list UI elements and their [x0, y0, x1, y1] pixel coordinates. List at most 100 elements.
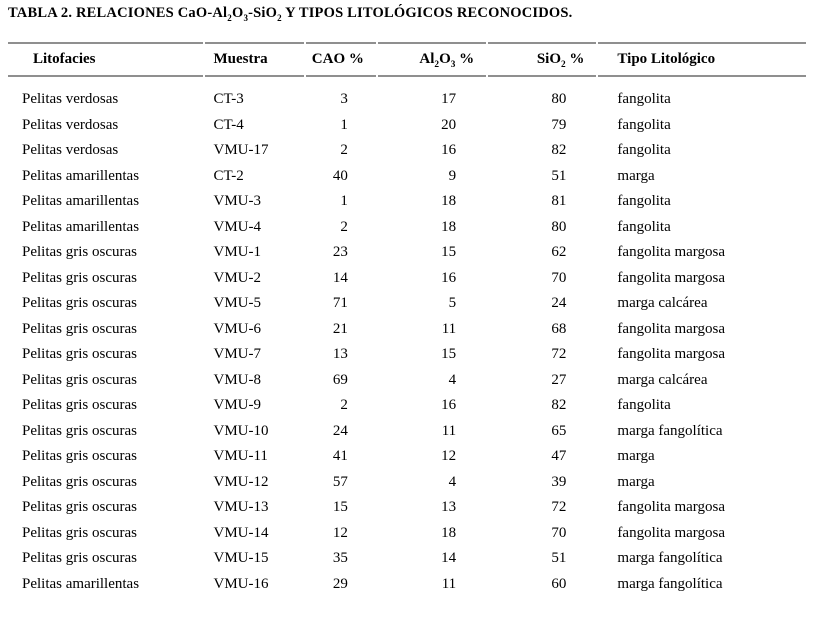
cell-muestra: VMU-1 — [213, 244, 261, 260]
table-row: Pelitas amarillentas CT-2 40 9 51 marga — [8, 164, 806, 190]
header-row: Litofacies Muestra CAO % Al2O3 % SiO2 % … — [8, 42, 806, 77]
cell-sio2-percent: 39 — [551, 473, 567, 490]
cell-muestra: VMU-16 — [213, 575, 269, 592]
cell-tipo-litologico: fangolita — [617, 193, 671, 209]
table-row: Pelitas gris oscuras VMU-14 12 18 70 fan… — [8, 521, 806, 547]
cell-al2o3-percent: 18 — [441, 218, 457, 235]
col-header-cao: CAO % — [305, 42, 376, 77]
cell-al2o3-percent: 14 — [441, 550, 457, 566]
cell-tipo-litologico: marga calcárea — [617, 371, 708, 388]
cell-tipo-litologico: marga fangolítica — [617, 422, 723, 439]
cell-litofacies: Pelitas gris oscuras — [22, 244, 137, 260]
cell-sio2-percent: 82 — [551, 397, 567, 413]
cell-al2o3-percent: 9 — [448, 167, 457, 184]
cell-cao-percent: 57 — [332, 473, 348, 490]
cell-tipo-litologico: fangolita — [617, 218, 671, 235]
col-header-tipo-litologico: Tipo Litológico — [598, 42, 806, 77]
table-row: Pelitas gris oscuras VMU-1 23 15 62 fang… — [8, 240, 806, 266]
cell-tipo-litologico: fangolita — [617, 397, 671, 413]
cell-cao-percent: 21 — [332, 320, 348, 337]
cell-cao-percent: 23 — [332, 244, 348, 260]
cell-tipo-litologico: fangolita — [617, 91, 671, 107]
cell-muestra: VMU-9 — [213, 397, 261, 413]
cell-tipo-litologico: fangolita margosa — [617, 269, 726, 286]
cell-cao-percent: 2 — [340, 218, 348, 235]
cell-tipo-litologico: marga — [617, 473, 655, 490]
cell-cao-percent: 71 — [332, 295, 348, 311]
header-text-segment: % — [565, 51, 585, 67]
cell-muestra: VMU-7 — [213, 346, 261, 362]
cell-sio2-percent: 70 — [551, 524, 567, 541]
cell-al2o3-percent: 16 — [441, 397, 457, 413]
cell-muestra: VMU-6 — [213, 320, 261, 337]
cell-muestra: VMU-5 — [213, 295, 261, 311]
cell-al2o3-percent: 12 — [441, 448, 457, 464]
header-subscript: 2 — [434, 60, 440, 70]
cell-al2o3-percent: 4 — [448, 473, 457, 490]
table-row: Pelitas amarillentas VMU-16 29 11 60 mar… — [8, 572, 806, 598]
cell-muestra: VMU-11 — [213, 448, 268, 464]
cell-sio2-percent: 80 — [551, 218, 567, 235]
cell-litofacies: Pelitas gris oscuras — [22, 422, 137, 439]
title-subscript: 3 — [243, 12, 249, 23]
cell-tipo-litologico: marga — [617, 448, 655, 464]
table-row: Pelitas gris oscuras VMU-11 41 12 47 mar… — [8, 444, 806, 470]
table-title: TABLA 2. RELACIONES CaO-Al2O3-SiO2 Y TIP… — [8, 5, 812, 22]
cell-cao-percent: 14 — [332, 269, 348, 286]
table-row: Pelitas gris oscuras VMU-13 15 13 72 fan… — [8, 495, 806, 521]
table-row: Pelitas gris oscuras VMU-7 13 15 72 fang… — [8, 342, 806, 368]
cell-litofacies: Pelitas verdosas — [22, 116, 119, 133]
cell-al2o3-percent: 16 — [441, 269, 457, 286]
header-text-segment: O — [439, 51, 451, 67]
table-row: Pelitas amarillentas VMU-3 1 18 81 fango… — [8, 189, 806, 215]
cell-sio2-percent: 51 — [551, 167, 567, 184]
col-header-muestra: Muestra — [205, 42, 304, 77]
cell-litofacies: Pelitas amarillentas — [22, 218, 140, 235]
table-row: Pelitas verdosas CT-3 3 17 80 fangolita — [8, 77, 806, 113]
cell-cao-percent: 40 — [332, 167, 348, 184]
title-text-segment: Y TIPOS LITOLÓGICOS RECONOCIDOS. — [281, 5, 573, 21]
cell-muestra: CT-4 — [213, 116, 244, 133]
cell-cao-percent: 29 — [332, 575, 348, 592]
cell-litofacies: Pelitas amarillentas — [22, 575, 140, 592]
cell-tipo-litologico: fangolita margosa — [617, 346, 726, 362]
cell-al2o3-percent: 17 — [441, 91, 457, 107]
cell-muestra: VMU-4 — [213, 218, 261, 235]
table-row: Pelitas gris oscuras VMU-2 14 16 70 fang… — [8, 266, 806, 292]
cell-sio2-percent: 60 — [551, 575, 567, 592]
cell-cao-percent: 24 — [332, 422, 348, 439]
cell-sio2-percent: 80 — [551, 91, 567, 107]
cell-sio2-percent: 47 — [551, 448, 567, 464]
cell-sio2-percent: 27 — [551, 371, 567, 388]
table-row: Pelitas gris oscuras VMU-10 24 11 65 mar… — [8, 419, 806, 445]
header-subscript: 2 — [561, 60, 566, 70]
cell-sio2-percent: 24 — [551, 295, 567, 311]
cell-al2o3-percent: 11 — [441, 422, 457, 439]
cell-sio2-percent: 70 — [551, 269, 567, 286]
cell-cao-percent: 35 — [332, 550, 348, 566]
cell-muestra: VMU-12 — [213, 473, 269, 490]
cell-litofacies: Pelitas gris oscuras — [22, 346, 137, 362]
cell-cao-percent: 15 — [332, 499, 348, 515]
header-subscript: 3 — [450, 60, 456, 70]
cell-tipo-litologico: fangolita margosa — [617, 320, 726, 337]
cell-al2o3-percent: 4 — [448, 371, 457, 388]
cell-muestra: VMU-8 — [213, 371, 261, 388]
table-row: Pelitas gris oscuras VMU-15 35 14 51 mar… — [8, 546, 806, 572]
table-row: Pelitas gris oscuras VMU-8 69 4 27 marga… — [8, 368, 806, 394]
cell-sio2-percent: 79 — [551, 116, 567, 133]
cell-al2o3-percent: 15 — [441, 244, 457, 260]
cell-muestra: VMU-2 — [213, 269, 261, 286]
cell-muestra: VMU-3 — [213, 193, 261, 209]
cell-litofacies: Pelitas gris oscuras — [22, 269, 137, 286]
lithology-table: Litofacies Muestra CAO % Al2O3 % SiO2 % … — [6, 42, 808, 597]
cell-litofacies: Pelitas gris oscuras — [22, 448, 137, 464]
table-row: Pelitas verdosas CT-4 1 20 79 fangolita — [8, 113, 806, 139]
title-text-segment: TABLA 2. RELACIONES CaO-Al — [8, 5, 228, 21]
cell-sio2-percent: 65 — [551, 422, 567, 439]
cell-tipo-litologico: fangolita margosa — [617, 499, 726, 515]
cell-al2o3-percent: 5 — [448, 295, 457, 311]
cell-litofacies: Pelitas gris oscuras — [22, 371, 137, 388]
cell-cao-percent: 2 — [340, 397, 348, 413]
cell-tipo-litologico: fangolita — [617, 116, 671, 133]
